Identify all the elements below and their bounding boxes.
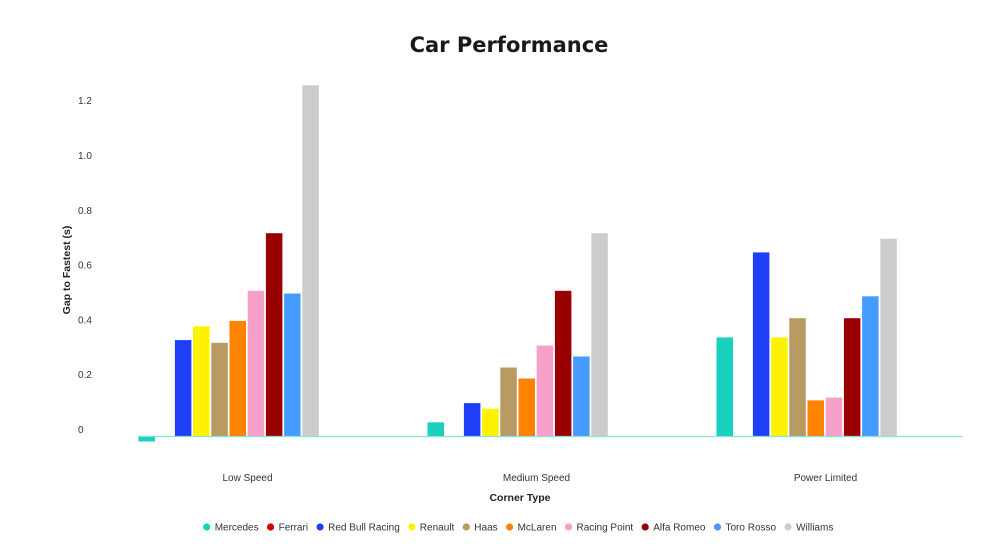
- legend-marker: [564, 523, 573, 531]
- legend-marker: [408, 523, 416, 531]
- y-tick-label: 1.2: [78, 96, 92, 107]
- bar-mercedes-medium-speed: [427, 422, 444, 436]
- legend-label: Renault: [420, 523, 455, 534]
- bar-alfa-romeo-medium-speed: [554, 290, 572, 436]
- bar-haas-low-speed: [211, 342, 228, 436]
- legend-label: Alfa Romeo: [653, 523, 706, 534]
- bar-renault-low-speed: [193, 326, 210, 436]
- legend-item-racing-point: Racing Point: [564, 523, 634, 534]
- y-tick-label: 0.6: [78, 261, 92, 272]
- bar-haas-power-limited: [789, 318, 806, 436]
- legend-item-mercedes: Mercedes: [203, 523, 259, 534]
- bar-mclaren-medium-speed: [518, 378, 535, 436]
- bar-mercedes-power-limited: [716, 337, 733, 436]
- bar-mclaren-power-limited: [807, 400, 824, 436]
- legend-item-haas: Haas: [462, 523, 498, 534]
- legend-marker: [641, 523, 649, 531]
- legend-item-toro-rosso: Toro Rosso: [713, 523, 777, 534]
- legend-label: Williams: [796, 523, 833, 534]
- bar-toro-rosso-low-speed: [284, 293, 301, 436]
- bar-mclaren-low-speed: [229, 320, 246, 436]
- bar-toro-rosso-medium-speed: [573, 356, 590, 436]
- x-axis-title: Corner Type: [489, 492, 550, 504]
- bar-red-bull-racing-power-limited: [752, 252, 770, 436]
- bar-red-bull-racing-low-speed: [174, 340, 192, 436]
- bar-racing-point-medium-speed: [536, 345, 554, 436]
- legend-label: Mercedes: [215, 523, 259, 534]
- bar-williams-power-limited: [880, 238, 897, 436]
- bar-williams-low-speed: [302, 85, 319, 437]
- legend-marker: [713, 523, 722, 531]
- bar-alfa-romeo-power-limited: [843, 318, 861, 436]
- legend-marker: [267, 523, 275, 531]
- y-axis-title: Gap to Fastest (s): [61, 226, 73, 315]
- y-tick-label: 0.8: [78, 206, 92, 217]
- legend-marker: [506, 523, 514, 531]
- bar-red-bull-racing-medium-speed: [463, 403, 481, 436]
- bar-williams-medium-speed: [591, 233, 608, 436]
- x-axis-ticks: Low Speed Medium Speed Power Limited: [222, 473, 857, 484]
- legend-item-williams: Williams: [784, 523, 833, 534]
- bar-racing-point-power-limited: [825, 397, 843, 436]
- legend-marker: [316, 523, 324, 531]
- legend-label: Ferrari: [279, 523, 308, 534]
- bar-racing-point-low-speed: [247, 290, 265, 436]
- legend-label: Racing Point: [577, 523, 634, 534]
- legend-marker: [203, 523, 211, 531]
- x-tick-label: Medium Speed: [503, 473, 570, 484]
- legend-marker: [784, 523, 792, 531]
- legend-item-red-bull-racing: Red Bull Racing: [316, 523, 400, 534]
- legend-item-ferrari: Ferrari: [267, 523, 308, 534]
- bars-group: [138, 85, 897, 442]
- bar-mercedes-low-speed: [138, 436, 155, 442]
- y-tick-label: 0.4: [78, 315, 92, 326]
- y-tick-label: 0.2: [78, 370, 92, 381]
- legend-item-renault: Renault: [408, 523, 454, 534]
- legend-item-mclaren: McLaren: [506, 523, 557, 534]
- x-tick-label: Power Limited: [794, 473, 857, 484]
- bar-renault-medium-speed: [482, 408, 499, 436]
- legend-label: Red Bull Racing: [328, 523, 400, 534]
- y-axis-ticks: 0 0.2 0.4 0.6 0.8 1.0 1.2: [78, 96, 92, 436]
- legend: Mercedes Ferrari Red Bull Racing Renault Haa…: [203, 523, 833, 534]
- bar-haas-medium-speed: [500, 367, 517, 436]
- bar-renault-power-limited: [771, 337, 788, 436]
- bar-toro-rosso-power-limited: [862, 296, 879, 436]
- x-tick-label: Low Speed: [222, 473, 272, 484]
- legend-label: Toro Rosso: [726, 523, 777, 534]
- y-tick-label: 1.0: [78, 151, 92, 162]
- legend-marker: [462, 523, 470, 531]
- legend-label: McLaren: [518, 523, 557, 534]
- bar-alfa-romeo-low-speed: [265, 233, 283, 436]
- chart-title: Car Performance: [410, 33, 609, 57]
- y-tick-label: 0: [78, 425, 84, 436]
- legend-item-alfa-romeo: Alfa Romeo: [641, 523, 706, 534]
- legend-label: Haas: [474, 523, 497, 534]
